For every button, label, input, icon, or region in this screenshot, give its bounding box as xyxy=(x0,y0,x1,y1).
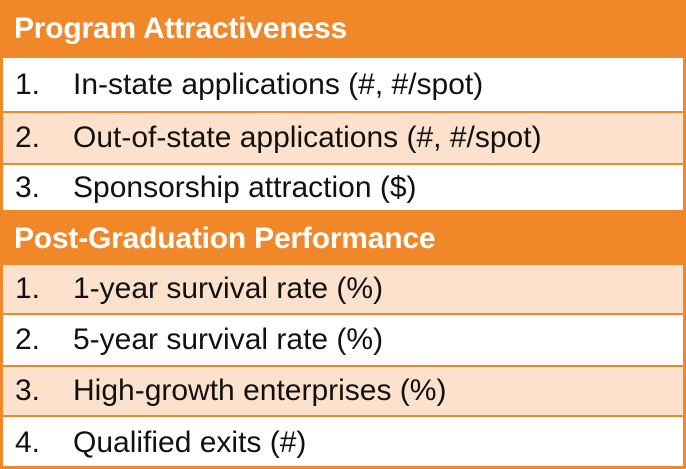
list-item: 3. Sponsorship attraction ($) xyxy=(0,165,686,212)
item-text: 1-year survival rate (%) xyxy=(73,272,384,305)
item-text: 5-year survival rate (%) xyxy=(73,323,384,356)
item-number: 2. xyxy=(15,323,41,356)
item-number: 2. xyxy=(15,121,41,154)
item-number: 1. xyxy=(15,272,41,305)
item-number: 3. xyxy=(15,374,41,407)
item-number: 1. xyxy=(15,67,41,101)
list-item: 2. Out-of-state applications (#, #/spot) xyxy=(0,113,686,165)
table-bottom-border xyxy=(0,466,686,469)
list-item: 1. In-state applications (#, #/spot) xyxy=(0,58,686,113)
item-text: High-growth enterprises (%) xyxy=(73,374,447,407)
list-item: 2. 5-year survival rate (%) xyxy=(0,315,686,367)
list-item: 1. 1-year survival rate (%) xyxy=(0,265,686,315)
section-title: Program Attractiveness xyxy=(14,12,347,45)
item-number: 4. xyxy=(15,426,41,459)
section-header-post-graduation-performance: Post-Graduation Performance xyxy=(0,212,686,265)
item-text: Out-of-state applications (#, #/spot) xyxy=(73,121,542,154)
list-item: 3. High-growth enterprises (%) xyxy=(0,367,686,417)
item-text: Qualified exits (#) xyxy=(73,426,307,459)
item-number: 3. xyxy=(15,170,41,204)
section-header-program-attractiveness: Program Attractiveness xyxy=(0,0,686,58)
list-item: 4. Qualified exits (#) xyxy=(0,417,686,469)
section-title: Post-Graduation Performance xyxy=(14,221,436,255)
item-text: Sponsorship attraction ($) xyxy=(73,170,417,204)
item-text: In-state applications (#, #/spot) xyxy=(73,67,484,101)
